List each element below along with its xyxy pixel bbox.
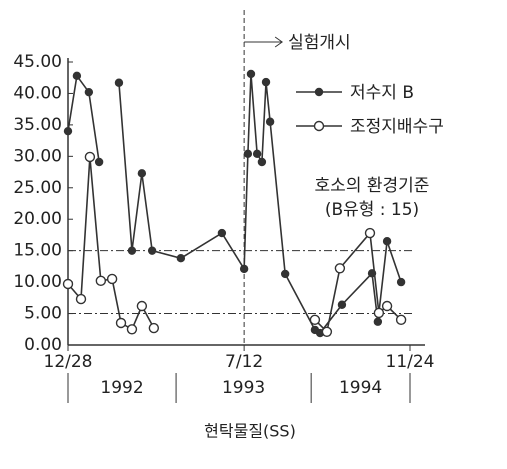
data-point	[137, 169, 147, 178]
data-point	[126, 324, 138, 335]
data-point	[280, 269, 290, 279]
data-point	[243, 149, 253, 159]
x-tick-label: 11/24	[386, 352, 435, 372]
data-point	[321, 326, 333, 337]
legend-label: 조정지배수구	[350, 117, 444, 137]
data-point	[148, 322, 160, 334]
data-point	[337, 300, 347, 309]
y-tick-label: 40.00	[13, 83, 62, 103]
data-point	[62, 278, 74, 290]
data-point	[114, 78, 124, 87]
chart-title: 현탁물질(SS)	[204, 422, 296, 441]
data-point	[373, 317, 383, 326]
data-point	[257, 157, 267, 167]
year-label: 1994	[339, 378, 382, 398]
data-point	[84, 87, 94, 97]
data-point	[136, 300, 148, 312]
y-tick-label: 5.00	[24, 304, 62, 324]
data-point	[382, 237, 392, 246]
y-tick-label: 30.00	[13, 146, 62, 166]
standard-annotation: (B유형 : 15)	[325, 200, 419, 220]
data-point	[95, 275, 107, 287]
data-point	[84, 151, 96, 163]
data-point	[334, 263, 346, 274]
y-tick-label: 45.00	[13, 52, 62, 72]
data-point	[115, 317, 127, 329]
start-arrow	[244, 36, 283, 48]
data-point	[94, 157, 104, 167]
standard-annotation: 호소의 환경기준	[315, 176, 430, 196]
data-point	[106, 273, 118, 285]
y-tick-label: 15.00	[13, 241, 62, 261]
data-point	[217, 228, 227, 238]
data-point	[63, 126, 73, 136]
y-tick-label: 25.00	[13, 178, 62, 198]
data-point	[147, 246, 157, 255]
y-tick-label: 10.00	[13, 272, 62, 292]
year-label: 1992	[100, 378, 143, 398]
data-point	[265, 117, 275, 126]
data-point	[252, 149, 262, 159]
start-annotation: 실험개시	[288, 33, 351, 53]
legend-label: 저수지 B	[350, 83, 414, 103]
data-point	[396, 277, 406, 287]
data-point	[309, 314, 321, 326]
y-tick-label: 35.00	[13, 115, 62, 135]
data-point	[127, 246, 137, 255]
data-point	[72, 71, 82, 81]
data-point	[395, 314, 407, 326]
legend-marker	[314, 87, 324, 97]
x-tick-label: 12/28	[44, 352, 93, 372]
data-point	[381, 300, 393, 312]
data-point	[246, 69, 256, 79]
year-label: 1993	[222, 378, 265, 398]
data-point	[239, 264, 249, 274]
data-point	[261, 77, 271, 87]
data-point	[176, 254, 186, 263]
data-point	[75, 293, 87, 305]
data-point	[373, 307, 385, 319]
y-tick-label: 20.00	[13, 209, 62, 229]
y-tick-label: 0.00	[24, 335, 62, 355]
x-tick-label: 7/12	[225, 352, 263, 372]
data-point	[364, 227, 376, 239]
legend-marker	[313, 120, 325, 132]
